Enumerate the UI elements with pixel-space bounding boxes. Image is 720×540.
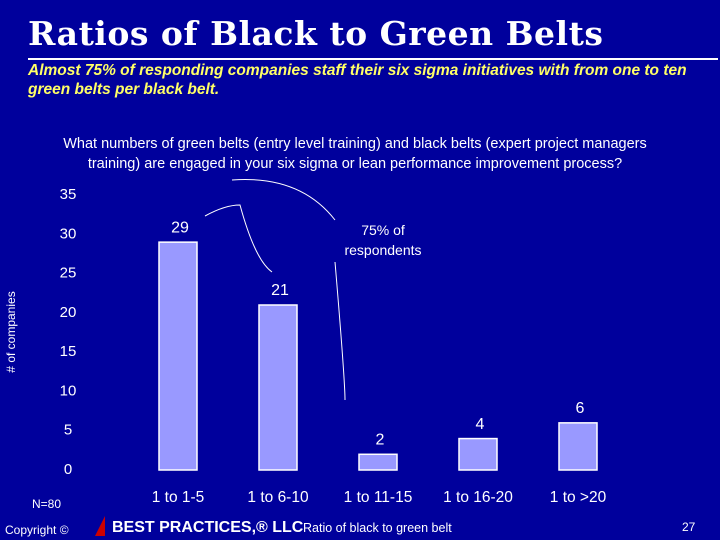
- brand-logo: [95, 516, 105, 536]
- annotation-line: respondents: [344, 242, 421, 258]
- title-rule: [28, 58, 718, 60]
- bar: [358, 453, 398, 471]
- data-label: 6: [576, 400, 585, 417]
- sample-size: N=80: [32, 497, 62, 511]
- data-label: 4: [476, 416, 485, 433]
- slide-title: Ratios of Black to Green Belts: [28, 14, 604, 53]
- y-tick-label: 20: [60, 304, 77, 321]
- y-tick-label: 10: [60, 382, 77, 399]
- y-tick-label: 35: [60, 186, 77, 203]
- data-label: 2: [376, 432, 385, 449]
- y-tick-label: 0: [64, 461, 72, 478]
- x-tick-label: 1 to 6-10: [247, 489, 309, 506]
- chart-title: What numbers of green belts (entry level…: [63, 136, 647, 172]
- x-tick-label: 1 to 11-15: [344, 489, 413, 506]
- data-label: 29: [171, 219, 189, 236]
- x-tick-label: 1 to 1-5: [152, 489, 205, 506]
- y-tick-label: 25: [60, 265, 77, 282]
- bracket: [204, 204, 273, 273]
- x-axis-label: Ratio of black to green belt: [303, 521, 452, 535]
- page-number: 27: [682, 520, 696, 534]
- brand: BEST PRACTICES,® LLC: [112, 519, 304, 536]
- y-tick-label: 15: [60, 343, 77, 360]
- bracket: [231, 179, 346, 401]
- y-axis-label: # of companies: [4, 291, 18, 372]
- bar: [258, 304, 298, 471]
- annotation: 75% of respondents: [344, 222, 421, 258]
- bar: [158, 241, 198, 471]
- x-tick-label: 1 to >20: [550, 489, 607, 506]
- y-tick-label: 5: [64, 422, 72, 439]
- bar: [558, 422, 598, 471]
- copyright: Copyright ©: [5, 523, 69, 537]
- annotation-line: 75% of: [361, 222, 405, 238]
- y-tick-label: 30: [60, 225, 77, 242]
- bar: [458, 437, 498, 471]
- slide-subtitle: Almost 75% of responding companies staff…: [28, 62, 687, 98]
- x-tick-label: 1 to 16-20: [443, 489, 513, 506]
- data-label: 21: [271, 282, 289, 299]
